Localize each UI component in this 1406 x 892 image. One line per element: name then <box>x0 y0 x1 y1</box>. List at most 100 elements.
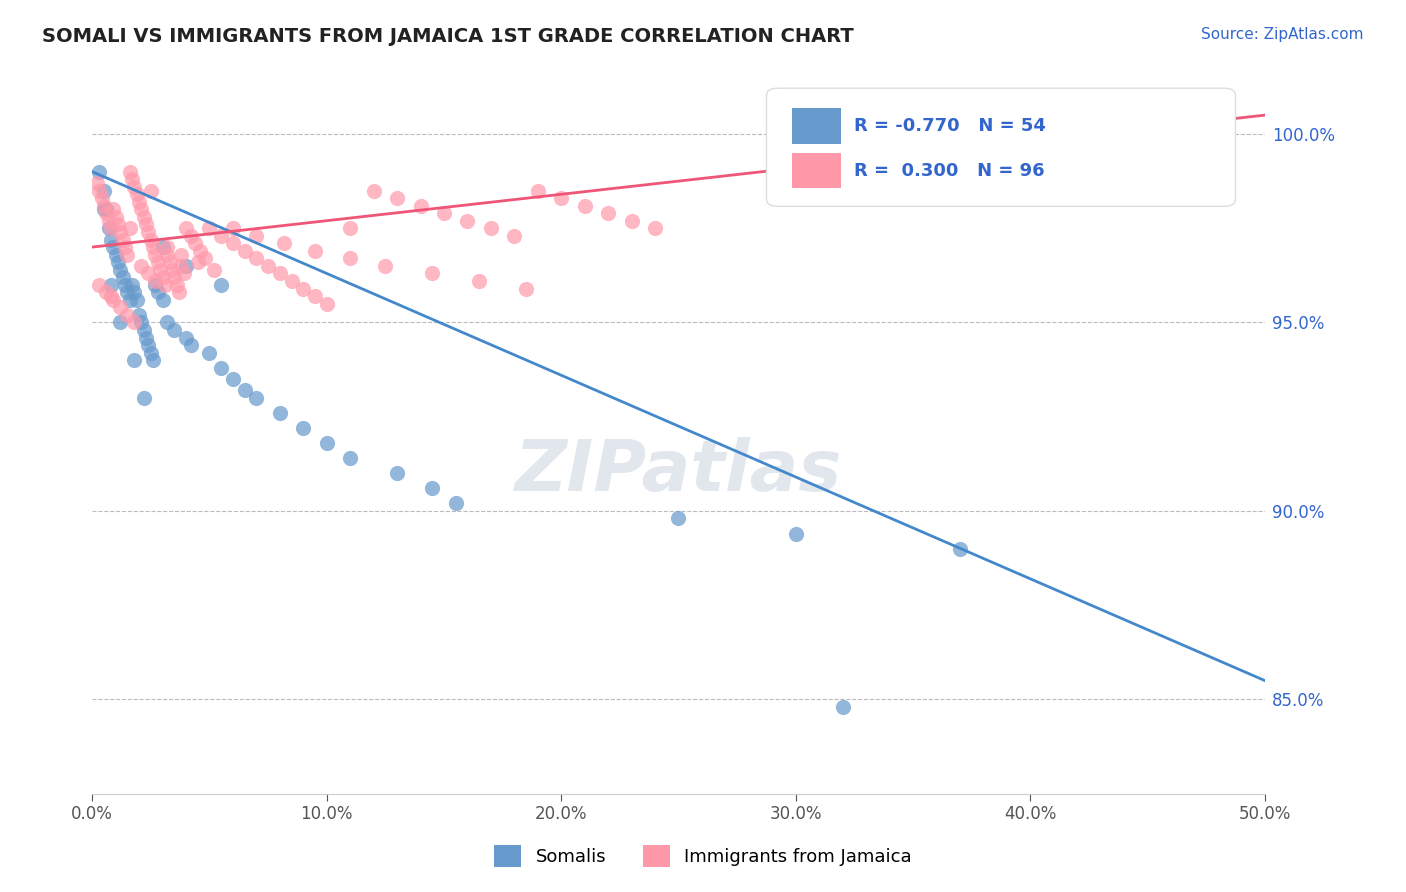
Point <box>233 244 256 258</box>
Point <box>170 247 193 261</box>
Point <box>114 240 136 254</box>
Point <box>131 316 153 330</box>
Point <box>222 236 245 251</box>
Point <box>145 247 167 261</box>
Point <box>104 247 127 261</box>
Point <box>135 218 157 232</box>
Point <box>125 187 148 202</box>
Point <box>292 421 315 435</box>
Point <box>103 202 125 217</box>
Point <box>110 262 132 277</box>
Point <box>180 338 202 352</box>
Point <box>163 323 186 337</box>
Point <box>114 277 136 292</box>
Point <box>117 308 139 322</box>
Point <box>93 199 115 213</box>
Point <box>620 213 643 227</box>
Point <box>152 270 174 285</box>
Point <box>409 199 432 213</box>
Point <box>145 274 167 288</box>
Point <box>142 353 165 368</box>
Point <box>550 191 572 205</box>
Point <box>339 451 361 466</box>
Point <box>131 202 153 217</box>
Point <box>420 481 443 495</box>
Point <box>315 436 337 450</box>
Point <box>456 213 478 227</box>
Point <box>142 240 165 254</box>
Point <box>479 221 502 235</box>
Point <box>97 221 120 235</box>
Point <box>128 194 150 209</box>
Point <box>138 267 160 281</box>
Point <box>89 277 111 292</box>
Point <box>125 293 148 307</box>
Point <box>103 293 125 307</box>
Point <box>468 274 491 288</box>
Point <box>198 221 221 235</box>
Point <box>153 277 176 292</box>
Point <box>644 221 666 235</box>
Point <box>163 270 186 285</box>
Point <box>121 172 143 186</box>
Point <box>100 221 122 235</box>
Point <box>160 262 183 277</box>
Point <box>146 255 169 269</box>
Point <box>128 308 150 322</box>
Point <box>209 360 232 375</box>
Point <box>90 191 112 205</box>
Point <box>209 277 232 292</box>
Point <box>526 184 548 198</box>
Point <box>132 323 155 337</box>
Point <box>245 391 267 405</box>
Point <box>515 281 537 295</box>
Point <box>96 202 118 217</box>
Point <box>503 228 526 243</box>
Point <box>209 228 232 243</box>
Point <box>385 191 408 205</box>
Point <box>100 233 122 247</box>
Point <box>202 262 225 277</box>
Point <box>111 270 134 285</box>
Point <box>97 213 120 227</box>
Text: Source: ZipAtlas.com: Source: ZipAtlas.com <box>1201 27 1364 42</box>
Point <box>131 259 153 273</box>
Point <box>132 210 155 224</box>
Point <box>180 228 202 243</box>
Point <box>146 285 169 300</box>
Point <box>167 285 190 300</box>
Point <box>245 252 267 266</box>
Point <box>135 330 157 344</box>
Point <box>93 184 115 198</box>
Point <box>188 244 211 258</box>
Legend: Somalis, Immigrants from Jamaica: Somalis, Immigrants from Jamaica <box>486 838 920 874</box>
Point <box>166 277 188 292</box>
Text: SOMALI VS IMMIGRANTS FROM JAMAICA 1ST GRADE CORRELATION CHART: SOMALI VS IMMIGRANTS FROM JAMAICA 1ST GR… <box>42 27 853 45</box>
Text: ZIPatlas: ZIPatlas <box>515 437 842 506</box>
Point <box>444 496 467 510</box>
Point <box>420 267 443 281</box>
Point <box>304 244 326 258</box>
Point <box>269 406 291 420</box>
Point <box>245 228 267 243</box>
Point <box>269 267 291 281</box>
Point <box>118 164 141 178</box>
Point <box>132 391 155 405</box>
Point <box>174 221 197 235</box>
Point <box>86 176 108 190</box>
Point <box>138 225 160 239</box>
Point <box>170 259 193 273</box>
Point <box>156 240 179 254</box>
Point <box>117 247 139 261</box>
Point <box>280 274 302 288</box>
Text: R = -0.770   N = 54: R = -0.770 N = 54 <box>855 117 1046 136</box>
Point <box>118 221 141 235</box>
Point <box>785 526 807 541</box>
Point <box>107 218 129 232</box>
Point <box>89 184 111 198</box>
Point <box>257 259 280 273</box>
Point <box>339 252 361 266</box>
Point <box>292 281 315 295</box>
Point <box>100 289 122 303</box>
Point <box>222 372 245 386</box>
